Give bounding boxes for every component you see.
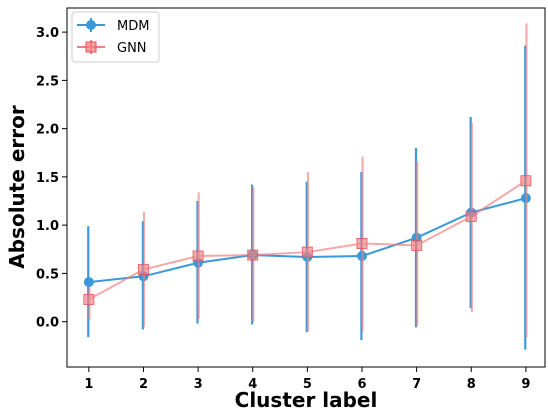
x-tick-label: 7 [412, 377, 421, 392]
legend: MDM GNN [71, 11, 160, 63]
x-tick-label: 6 [357, 377, 366, 392]
plot-area [83, 23, 532, 350]
y-tick-label: 3.0 [36, 26, 59, 41]
y-tick-label: 0.5 [36, 267, 59, 282]
x-tick-label: 2 [139, 377, 148, 392]
gnn-series [83, 23, 532, 338]
x-tick-label: 5 [303, 377, 312, 392]
x-tick-label: 8 [467, 377, 476, 392]
gnn-point [520, 175, 532, 187]
gnn-point [465, 210, 477, 222]
x-tick-label: 9 [521, 377, 530, 392]
y-tick-label: 1.0 [36, 219, 59, 234]
x-tick-label: 1 [84, 377, 93, 392]
y-tick-label: 2.0 [36, 123, 59, 138]
gnn-point [83, 293, 95, 305]
x-tick-label: 3 [194, 377, 203, 392]
legend-item-gnn: GNN [77, 40, 147, 56]
gnn-point [411, 239, 423, 251]
y-axis-label: Absolute error [5, 105, 29, 269]
legend-marker [85, 41, 97, 53]
y-tick-label: 2.5 [36, 74, 59, 89]
y-tick-label: 0.0 [36, 316, 59, 331]
axes: 1 2 3 4 5 6 7 8 9 0.0 0.5 1.0 1.5 2.0 2.5 3.0 [36, 26, 530, 392]
legend-label-mdm: MDM [117, 19, 149, 34]
gnn-point [192, 250, 204, 262]
legend-marker [86, 20, 96, 30]
legend-label-gnn: GNN [117, 41, 147, 56]
mdm-point [83, 277, 94, 288]
gnn-point [247, 249, 259, 261]
plot-frame [66, 7, 546, 368]
gnn-point [356, 237, 368, 249]
legend-item-mdm: MDM [77, 18, 149, 34]
gnn-point [137, 264, 149, 276]
x-axis-label: Cluster label [235, 388, 378, 412]
x-tick-label: 4 [248, 377, 257, 392]
gnn-point [301, 246, 313, 258]
y-tick-label: 1.5 [36, 171, 59, 186]
